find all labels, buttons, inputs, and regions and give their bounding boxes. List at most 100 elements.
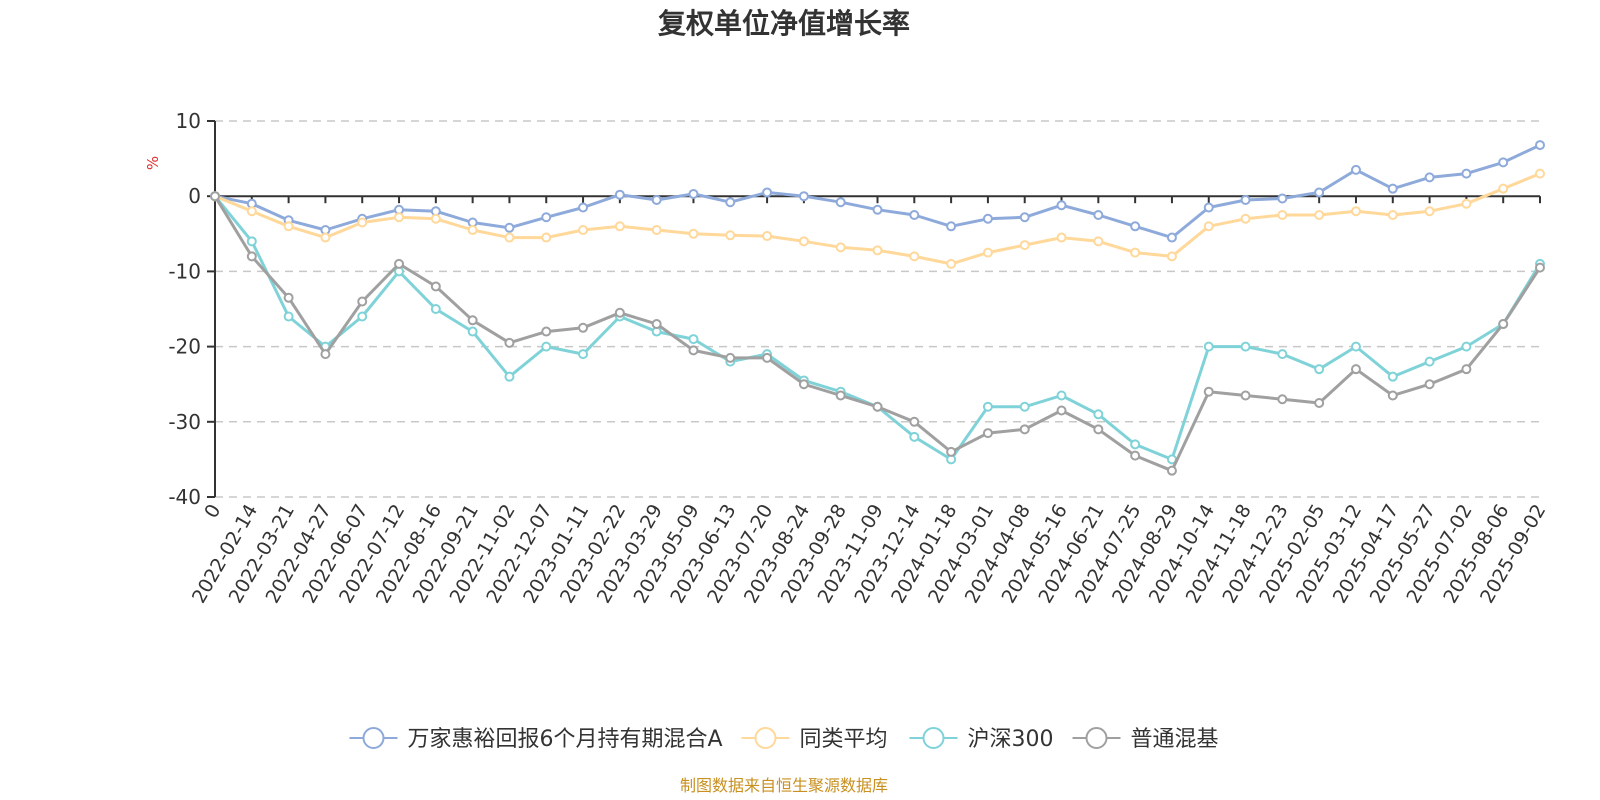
data-point	[1093, 424, 1104, 435]
data-point	[688, 228, 699, 239]
data-point	[982, 428, 993, 439]
data-point	[357, 311, 368, 322]
data-point	[798, 191, 809, 202]
data-point	[1019, 212, 1030, 223]
data-point	[1056, 232, 1067, 243]
data-point	[872, 401, 883, 412]
data-point	[982, 247, 993, 258]
data-point	[467, 315, 478, 326]
data-point	[283, 221, 294, 232]
data-point	[1424, 206, 1435, 217]
data-point	[1240, 213, 1251, 224]
data-point	[320, 232, 331, 243]
y-tick-label: -20	[168, 335, 201, 359]
data-point	[725, 197, 736, 208]
data-point	[651, 194, 662, 205]
data-point	[762, 187, 773, 198]
data-point	[762, 352, 773, 363]
data-point	[1240, 341, 1251, 352]
axes: 100-10-20-30-4002022-02-142022-03-212022…	[168, 109, 1550, 607]
data-point	[946, 221, 957, 232]
data-point	[430, 281, 441, 292]
data-point	[909, 416, 920, 427]
data-point	[1277, 349, 1288, 360]
data-point	[614, 307, 625, 318]
legend[interactable]: 万家惠裕回报6个月持有期混合A 同类平均 沪深300 普通混基	[349, 727, 1219, 752]
data-point	[467, 225, 478, 236]
data-point	[1387, 183, 1398, 194]
data-point	[541, 326, 552, 337]
data-point	[1130, 221, 1141, 232]
data-point	[982, 401, 993, 412]
data-point	[467, 326, 478, 337]
data-point	[578, 322, 589, 333]
data-point	[1314, 398, 1325, 408]
data-point	[1461, 198, 1472, 209]
data-point	[1240, 194, 1251, 205]
data-point	[1056, 405, 1067, 416]
legend-item[interactable]: 万家惠裕回报6个月持有期混合A	[349, 727, 723, 752]
data-point	[1387, 390, 1398, 401]
data-point	[1314, 210, 1325, 220]
data-point	[504, 337, 515, 348]
data-point	[1424, 356, 1435, 367]
series-line	[213, 195, 1542, 461]
data-point	[1498, 319, 1509, 330]
data-point	[872, 204, 883, 215]
data-point	[1093, 236, 1104, 247]
data-point	[1056, 390, 1067, 401]
data-point	[1130, 439, 1141, 450]
data-point	[430, 213, 441, 224]
data-point	[872, 245, 883, 256]
data-point	[1461, 341, 1472, 352]
data-point	[1350, 341, 1361, 352]
data-point	[725, 230, 736, 241]
data-point	[1314, 187, 1325, 198]
data-point	[246, 206, 257, 217]
legend-circle-icon	[754, 727, 777, 749]
data-point	[283, 311, 294, 322]
grid-lines	[215, 120, 1540, 498]
data-point	[1461, 168, 1472, 179]
data-point	[504, 222, 515, 233]
data-point	[1498, 157, 1509, 168]
data-point	[1019, 401, 1030, 412]
data-point	[394, 212, 405, 223]
data-point	[394, 258, 405, 269]
series-line	[213, 195, 1542, 473]
data-point	[1093, 409, 1104, 420]
data-point	[1019, 424, 1030, 435]
legend-item[interactable]: 沪深300	[909, 727, 1054, 752]
data-point	[651, 225, 662, 236]
data-point	[1203, 341, 1214, 352]
data-point	[541, 212, 552, 223]
data-point	[578, 349, 589, 360]
data-point	[1203, 202, 1214, 213]
data-point	[1166, 251, 1177, 262]
data-point	[578, 202, 589, 213]
data-point	[1461, 364, 1472, 375]
legend-circle-icon	[1085, 727, 1108, 749]
data-point	[1424, 172, 1435, 183]
chart-title: 复权单位净值增长率	[658, 7, 910, 40]
data-point	[946, 258, 957, 269]
data-point	[1166, 232, 1177, 243]
legend-item[interactable]: 普通混基	[1072, 727, 1219, 752]
legend-item[interactable]: 同类平均	[741, 727, 888, 752]
data-point	[1277, 210, 1288, 220]
y-tick-label: 10	[176, 109, 201, 133]
data-point	[1203, 386, 1214, 397]
data-point	[614, 221, 625, 232]
data-point	[1166, 465, 1177, 476]
data-point	[1203, 221, 1214, 232]
data-point	[909, 431, 920, 442]
legend-circle-icon	[922, 727, 945, 749]
data-point	[1387, 210, 1398, 220]
data-point	[1387, 371, 1398, 382]
data-point	[614, 189, 625, 200]
legend-label: 普通混基	[1131, 727, 1219, 752]
data-point	[835, 242, 846, 253]
data-point	[504, 371, 515, 382]
data-point	[357, 217, 368, 228]
data-point	[1056, 200, 1067, 211]
